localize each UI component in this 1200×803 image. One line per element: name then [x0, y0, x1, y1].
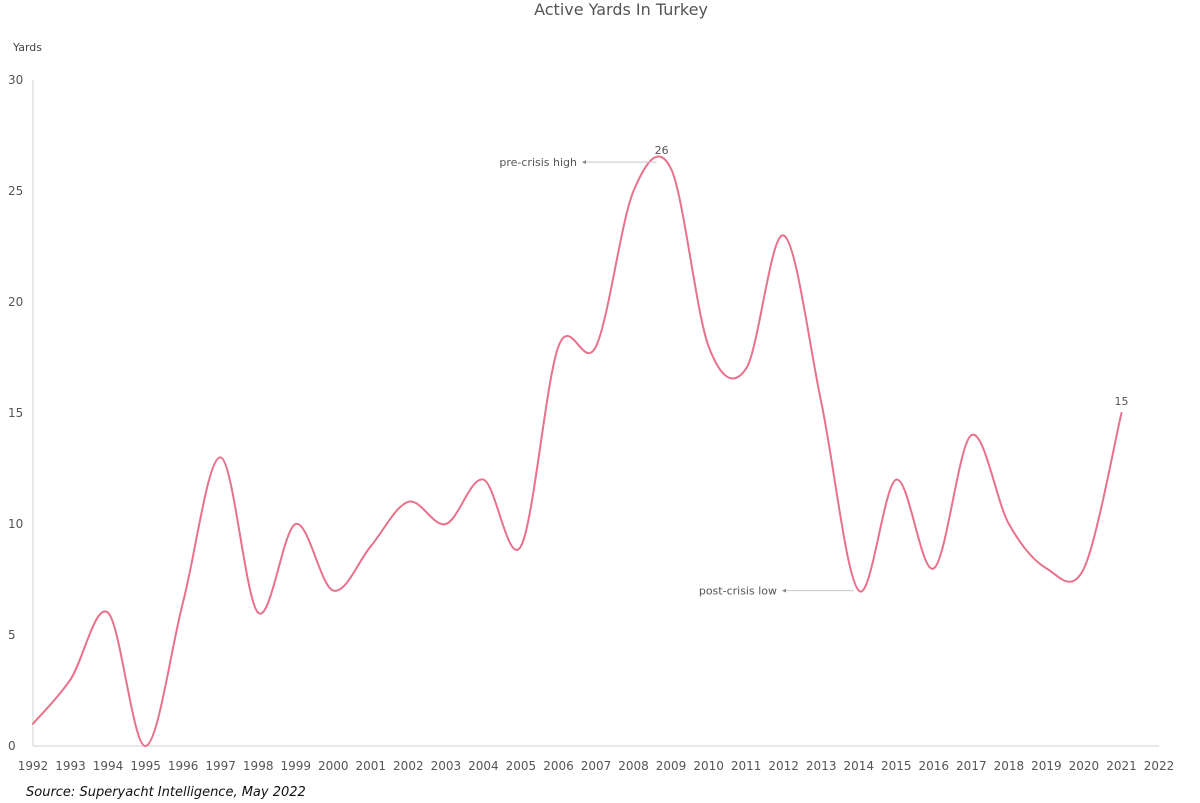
x-tick-label: 2007	[581, 759, 612, 773]
y-axis-label: Yards	[12, 41, 42, 54]
x-tick-label: 2004	[468, 759, 499, 773]
y-tick-label: 25	[8, 184, 23, 198]
x-tick-label: 2008	[618, 759, 649, 773]
x-tick-label: 2022	[1144, 759, 1175, 773]
x-tick-label: 2006	[543, 759, 574, 773]
x-tick-label: 2020	[1069, 759, 1100, 773]
chart-title: Active Yards In Turkey	[534, 0, 708, 19]
annotation: post-crisis low	[699, 585, 854, 598]
data-label: 26	[655, 144, 669, 157]
annotation-text: post-crisis low	[699, 585, 777, 598]
annotations: pre-crisis high post-crisis low	[499, 156, 854, 598]
x-tick-label: 2003	[431, 759, 462, 773]
x-tick-label: 1998	[243, 759, 274, 773]
x-tick-label: 2017	[956, 759, 987, 773]
annotation-arrowhead	[582, 160, 586, 165]
data-label: 15	[1114, 395, 1128, 408]
axes	[32, 80, 1159, 747]
x-tick-label: 1997	[205, 759, 236, 773]
x-tick-label: 2021	[1106, 759, 1137, 773]
x-tick-label: 2012	[768, 759, 799, 773]
x-tick-label: 1993	[55, 759, 86, 773]
annotation: pre-crisis high	[499, 156, 657, 169]
y-tick-label: 0	[8, 739, 16, 753]
x-tick-label: 2014	[843, 759, 874, 773]
x-tick-label: 2000	[318, 759, 349, 773]
x-tick-label: 1995	[130, 759, 161, 773]
x-tick-labels: 1992 1993 1994 1995 1996 1997 1998 1999 2000 2001…	[18, 759, 1175, 773]
series-group	[32, 155, 1123, 748]
y-tick-labels: 0 5 10 15 20 25 30	[8, 73, 23, 753]
x-tick-label: 2019	[1031, 759, 1062, 773]
x-tick-label: 2011	[731, 759, 762, 773]
x-tick-label: 1992	[18, 759, 49, 773]
x-tick-label: 2010	[693, 759, 724, 773]
x-tick-label: 2001	[356, 759, 387, 773]
x-tick-label: 2016	[919, 759, 950, 773]
y-tick-label: 30	[8, 73, 23, 87]
x-tick-label: 2018	[994, 759, 1025, 773]
series-line	[32, 155, 1123, 748]
annotation-arrowhead	[782, 588, 786, 593]
x-tick-label: 2015	[881, 759, 912, 773]
x-tick-label: 1996	[168, 759, 199, 773]
x-tick-label: 2009	[656, 759, 687, 773]
x-tick-label: 1999	[280, 759, 311, 773]
x-tick-label: 2013	[806, 759, 837, 773]
y-tick-label: 10	[8, 517, 23, 531]
x-tick-label: 2002	[393, 759, 424, 773]
y-tick-label: 20	[8, 295, 23, 309]
source-note: Source: Superyacht Intelligence, May 202…	[26, 785, 306, 800]
x-tick-label: 2005	[506, 759, 537, 773]
annotation-text: pre-crisis high	[499, 156, 577, 169]
y-tick-label: 15	[8, 406, 23, 420]
data-labels: 26 15	[655, 144, 1129, 408]
y-tick-label: 5	[8, 628, 16, 642]
x-tick-label: 1994	[93, 759, 124, 773]
